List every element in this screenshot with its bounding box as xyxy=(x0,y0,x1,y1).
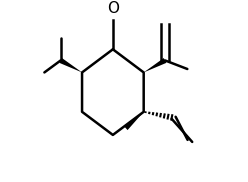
Polygon shape xyxy=(124,112,144,130)
Polygon shape xyxy=(59,58,82,72)
Text: O: O xyxy=(107,1,119,16)
Polygon shape xyxy=(144,58,166,72)
